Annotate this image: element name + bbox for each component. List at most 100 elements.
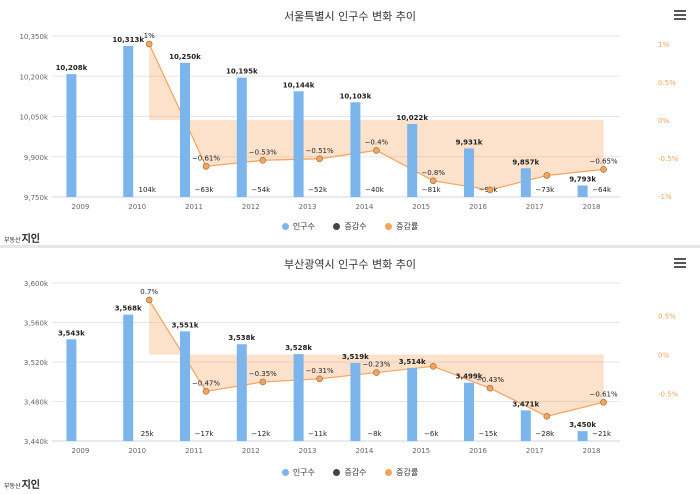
legend-item-change-rate[interactable]: 증감률 [385,467,418,478]
rate-point [429,177,437,185]
x-tick-label: 2014 [355,447,373,455]
x-tick-label: 2013 [299,447,317,455]
population-bar [350,362,361,441]
rate-data-label: 1% [144,32,155,40]
population-bar [123,45,134,198]
rate-point [316,375,323,383]
chart-title: 부산광역시 인구수 변화 추이 [284,258,416,271]
x-tick-label: 2010 [128,203,146,211]
legend-item-change-rate[interactable]: 증감률 [385,221,418,232]
legend-item-change-count[interactable]: 증감수 [333,467,367,478]
legend-label: 인구수 [292,222,315,231]
population-bar [350,102,361,197]
x-tick-label: 2011 [185,203,203,211]
legend-label: 증감수 [344,468,367,477]
x-tick-label: 2011 [185,447,203,455]
change-count-data-label: −6k [424,430,439,438]
population-data-label: 10,313k [112,36,144,44]
rate-data-label: −0.61% [192,154,220,162]
population-bar [520,410,531,441]
y-left-tick-label: 9,750k [24,194,49,202]
x-tick-label: 2015 [412,447,430,455]
y-right-tick-label: -1% [658,193,672,201]
population-data-label: 3,543k [58,329,85,337]
logo-small-text: 부동산 [4,237,21,244]
x-tick-label: 2009 [71,447,89,455]
rate-point [429,363,437,370]
y-left-tick-label: 10,350k [19,33,48,41]
legend-dot-icon [333,469,341,476]
population-data-label: 3,471k [512,400,539,408]
change-count-data-label: −73k [535,186,555,194]
hamburger-menu-icon[interactable] [674,10,686,20]
x-tick-label: 2015 [412,203,430,211]
population-data-label: 10,103k [340,92,372,100]
legend-item-change-count[interactable]: 증감수 [333,221,367,232]
change-count-data-label: −40k [365,186,385,194]
rate-data-label: −0.51% [306,147,334,155]
population-data-label: 3,568k [115,305,142,313]
population-data-label: 3,499k [456,373,483,381]
population-bar [180,331,190,441]
population-bar [407,124,418,197]
legend-label: 증감률 [396,222,419,231]
logo-small-text: 부동산 [4,483,21,490]
population-bar [66,339,77,441]
y-left-tick-label: 3,600k [24,280,49,288]
rate-point [202,163,210,170]
change-count-data-label: −52k [308,186,328,194]
legend-dot-icon [385,223,393,230]
change-count-data-label: −63k [195,186,215,194]
rate-point [600,166,607,173]
y-left-tick-label: 3,480k [24,399,49,407]
x-tick-label: 2017 [526,447,544,455]
chart-panel-seoul: 서울특별시 인구수 변화 추이 10,350k 10,200k 10,050k 9,9… [0,0,700,246]
logo: 부동산지인 [4,230,40,245]
legend-label: 증감수 [344,222,367,231]
rate-point [259,378,267,386]
rate-data-label: −0.23% [362,361,390,369]
legend-label: 증감률 [396,468,419,477]
change-count-data-label: 25k [141,430,155,438]
change-count-data-label: −21k [592,430,612,438]
x-tick-label: 2010 [128,447,146,455]
y-right-tick-label: -0.5% [658,391,679,399]
legend-item-population[interactable]: 인구수 [281,467,315,478]
seoul-chart-plot: 10,350k 10,200k 10,050k 9,900k 9,750k 1% 0.5% 0… [19,32,678,211]
y-right-tick-label: 0% [658,117,669,125]
population-data-label: 3,450k [569,421,596,429]
legend-dot-icon [281,469,289,476]
population-bar [293,354,304,441]
population-data-label: 10,022k [396,114,428,122]
y-right-tick-label: 0% [658,352,669,360]
chart-panel-busan: 부산광역시 인구수 변화 추이 3,600k 3,560k 3,520k 3,480k… [0,248,700,494]
population-bar [293,91,304,197]
x-tick-label: 2016 [469,447,487,455]
rate-point [600,398,607,406]
population-bar [66,74,77,197]
logo: 부동산지인 [4,476,40,491]
rate-data-label: −0.31% [306,367,334,375]
x-tick-label: 2018 [583,447,601,455]
y-left-tick-label: 10,200k [19,73,48,81]
population-data-label: 9,857k [512,158,539,166]
population-data-label: 3,514k [399,358,426,366]
legend: 인구수 증감수 증감률 [0,467,700,478]
panel-divider [0,245,700,248]
rate-data-label: −0.43% [476,376,504,384]
rate-point [373,369,380,376]
rate-data-label: 0.7% [140,288,158,296]
legend-label: 인구수 [292,468,315,477]
population-data-label: 3,538k [228,334,255,342]
change-count-data-label: −15k [479,430,499,438]
legend-dot-icon [281,223,289,230]
y-left-tick-label: 3,520k [24,359,49,367]
population-bar [577,431,588,441]
rate-point [145,40,153,48]
population-data-label: 10,208k [56,64,88,72]
population-bar [464,382,474,441]
hamburger-menu-icon[interactable] [674,258,686,268]
legend-item-population[interactable]: 인구수 [281,221,315,232]
rate-data-label: −0.53% [249,148,277,156]
rate-data-label: −0.47% [192,379,220,387]
